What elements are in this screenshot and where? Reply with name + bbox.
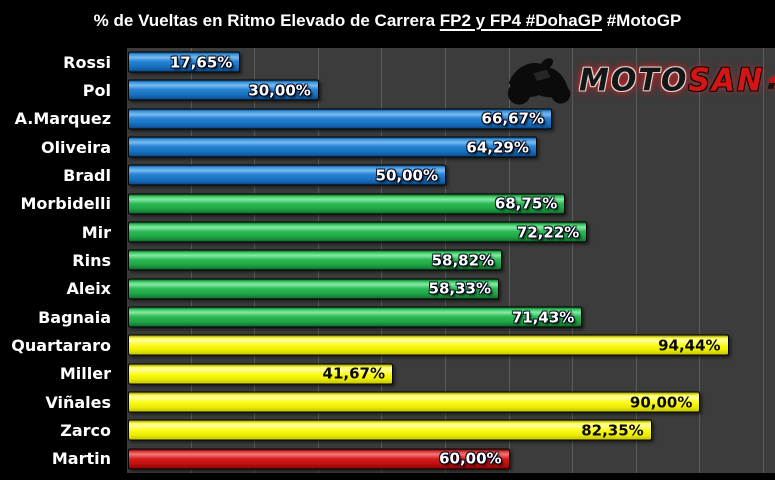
bar-row: Pol 30,00% bbox=[0, 76, 775, 104]
bar-track: 58,82% bbox=[127, 246, 775, 274]
bar-row: Oliveira 64,29% bbox=[0, 133, 775, 161]
gridline bbox=[763, 48, 764, 473]
bar-track: 90,00% bbox=[127, 388, 775, 416]
bar-row: Mir 72,22% bbox=[0, 218, 775, 246]
bar-value-label: 64,29% bbox=[466, 138, 529, 157]
bar-row: Morbidelli 68,75% bbox=[0, 190, 775, 218]
bar: 60,00% bbox=[128, 448, 510, 470]
bar-value-label: 60,00% bbox=[439, 449, 502, 468]
bar-track: 64,29% bbox=[127, 133, 775, 161]
chart-title-suffix: #MotoGP bbox=[601, 11, 682, 30]
bar-row: Rossi 17,65% bbox=[0, 48, 775, 76]
bar-value-label: 94,44% bbox=[658, 336, 721, 355]
bar-value-label: 71,43% bbox=[511, 308, 575, 327]
bar-rows: Rossi 17,65% Pol 30,00% A.Marquez 66,67% Olive… bbox=[0, 48, 775, 473]
chart-title: % de Vueltas en Ritmo Elevado de Carrera… bbox=[0, 6, 775, 36]
bar-track: 17,65% bbox=[127, 48, 775, 76]
rider-label: A.Marquez bbox=[14, 109, 111, 129]
bar: 30,00% bbox=[128, 79, 319, 101]
gridline bbox=[699, 48, 701, 473]
bar: 71,43% bbox=[128, 306, 583, 328]
logo-wordmark: MOTOSAN bbox=[579, 62, 764, 99]
rider-label: Aleix bbox=[66, 279, 111, 299]
bar: 64,29% bbox=[128, 136, 537, 158]
bar-track: 58,33% bbox=[127, 275, 775, 303]
bar-track: 41,67% bbox=[127, 360, 775, 388]
bar-track: 94,44% bbox=[127, 331, 775, 359]
rider-label: Martin bbox=[51, 449, 111, 469]
motorcycle-racer-icon bbox=[507, 58, 571, 105]
rider-label: Rins bbox=[72, 250, 111, 270]
bar-row: Viñales 90,00% bbox=[0, 388, 775, 416]
bar-row: A.Marquez 66,67% bbox=[0, 105, 775, 133]
checkered-flag-icon bbox=[767, 77, 775, 89]
rider-label: Miller bbox=[59, 364, 111, 384]
chart-title-main: % de Vueltas en Ritmo Elevado de Carrera bbox=[93, 11, 440, 30]
rider-label: Mir bbox=[81, 222, 111, 242]
bar: 50,00% bbox=[128, 164, 446, 186]
rider-label: Bagnaia bbox=[38, 307, 111, 327]
bar: 82,35% bbox=[128, 419, 652, 441]
bar: 58,33% bbox=[128, 278, 499, 300]
gridline bbox=[635, 48, 637, 473]
rider-label: Pol bbox=[82, 80, 111, 100]
bar-value-label: 90,00% bbox=[629, 393, 693, 412]
bar-track: 30,00% bbox=[127, 76, 775, 104]
bar-row: Rins 58,82% bbox=[0, 246, 775, 274]
gridline bbox=[572, 48, 574, 473]
rider-label: Bradl bbox=[63, 165, 111, 185]
bar: 90,00% bbox=[128, 391, 701, 413]
bar-value-label: 58,33% bbox=[428, 279, 491, 298]
logo-text-san: SAN bbox=[688, 61, 765, 99]
bar-chart: Rossi 17,65% Pol 30,00% A.Marquez 66,67% Olive… bbox=[0, 48, 775, 473]
rider-label: Viñales bbox=[45, 392, 111, 412]
bar-value-label: 66,67% bbox=[481, 109, 544, 128]
rider-label: Quartararo bbox=[11, 335, 111, 355]
bar-row: Quartararo 94,44% bbox=[0, 331, 775, 359]
bar-value-label: 17,65% bbox=[169, 53, 233, 72]
bar-value-label: 50,00% bbox=[375, 166, 438, 185]
bar-value-label: 72,22% bbox=[516, 223, 580, 242]
bar-value-label: 41,67% bbox=[322, 364, 385, 383]
bar-track: 66,67% bbox=[127, 105, 775, 133]
bar: 41,67% bbox=[128, 363, 393, 385]
bar-value-label: 58,82% bbox=[431, 251, 495, 270]
logo-text-moto: MOTO bbox=[579, 61, 689, 99]
bar: 72,22% bbox=[128, 221, 588, 243]
rider-label: Rossi bbox=[63, 52, 111, 72]
bar-row: Bradl 50,00% bbox=[0, 161, 775, 189]
bar-row: Aleix 58,33% bbox=[0, 275, 775, 303]
motosan-logo: MOTOSAN bbox=[505, 52, 775, 108]
bar-track: 60,00% bbox=[127, 445, 775, 473]
bar-row: Bagnaia 71,43% bbox=[0, 303, 775, 331]
rider-label: Oliveira bbox=[40, 137, 111, 157]
bar-track: 50,00% bbox=[127, 161, 775, 189]
bar: 94,44% bbox=[128, 334, 729, 356]
bar-track: 82,35% bbox=[127, 416, 775, 444]
bar-track: 68,75% bbox=[127, 190, 775, 218]
bar-track: 71,43% bbox=[127, 303, 775, 331]
bar-row: Miller 41,67% bbox=[0, 360, 775, 388]
bar-row: Martin 60,00% bbox=[0, 445, 775, 473]
chart-title-underlined: FP2 y FP4 #DohaGP bbox=[439, 11, 602, 30]
bar-value-label: 82,35% bbox=[581, 421, 644, 440]
bar: 58,82% bbox=[128, 249, 503, 271]
bar-row: Zarco 82,35% bbox=[0, 416, 775, 444]
gridline bbox=[508, 48, 510, 473]
rider-label: Zarco bbox=[60, 420, 111, 440]
rider-label: Morbidelli bbox=[20, 194, 112, 214]
bar: 17,65% bbox=[128, 51, 241, 73]
bar: 66,67% bbox=[128, 108, 552, 130]
bar: 68,75% bbox=[128, 193, 566, 215]
bar-track: 72,22% bbox=[127, 218, 775, 246]
bar-value-label: 30,00% bbox=[248, 81, 311, 100]
bar-value-label: 68,75% bbox=[494, 194, 558, 213]
